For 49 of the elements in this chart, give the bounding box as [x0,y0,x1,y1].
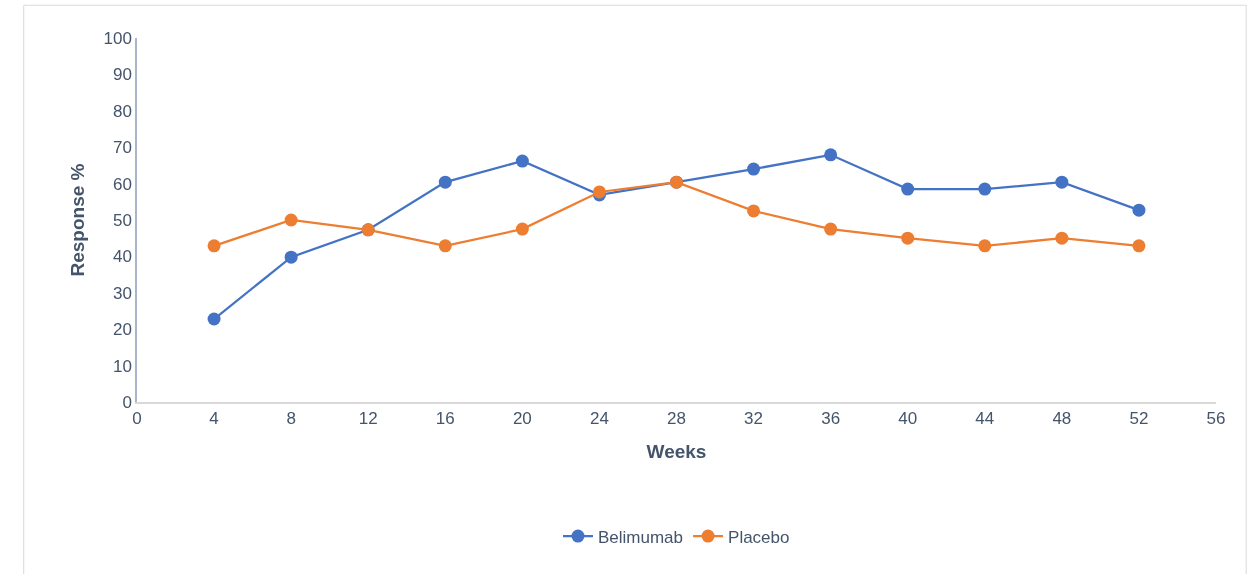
x-tick-label: 16 [435,409,455,429]
point [1132,203,1146,217]
y-tick-label: 40 [112,247,132,267]
y-tick-label: 100 [103,28,132,48]
x-axis-title: Weeks [646,441,707,463]
x-tick-label: 52 [1129,409,1149,429]
point [515,222,529,236]
y-tick-label: 60 [112,174,132,194]
x-tick-label: 8 [286,409,296,429]
point [1055,175,1069,189]
x-tick-label: 12 [358,409,378,429]
point [1132,239,1146,253]
point [284,250,298,264]
legend-label: Belimumab [598,527,684,547]
x-tick-label: 4 [209,409,219,429]
point [207,239,221,253]
point [747,162,761,176]
point [824,148,838,162]
x-tick-label: 32 [744,409,764,429]
x-tick-label: 20 [512,409,532,429]
y-tick-label: 10 [112,356,132,376]
y-tick-label: 0 [122,392,132,412]
y-tick-label: 50 [112,210,132,230]
point [901,231,915,245]
point [515,154,529,168]
point [207,312,221,326]
x-tick-label: 24 [589,409,609,429]
y-tick-label: 30 [112,283,132,303]
x-tick-label: 28 [667,409,686,429]
point [978,239,992,253]
point [824,222,838,236]
point [438,239,452,253]
x-tick-label: 56 [1206,409,1226,429]
point [747,204,761,218]
point [284,213,298,227]
point [438,175,452,189]
x-tick-label: 48 [1052,409,1072,429]
point [901,182,915,196]
legend-label: Placebo [728,527,790,547]
point [1055,231,1069,245]
y-axis-title: Response % [66,163,88,277]
y-tick-label: 20 [112,320,132,340]
y-tick-label: 70 [112,138,132,158]
x-tick-label: 44 [975,409,995,429]
y-tick-label: 80 [112,101,132,121]
point [978,182,992,196]
y-tick-label: 90 [112,65,132,85]
x-tick-label: 40 [898,409,918,429]
x-tick-label: 36 [821,409,841,429]
